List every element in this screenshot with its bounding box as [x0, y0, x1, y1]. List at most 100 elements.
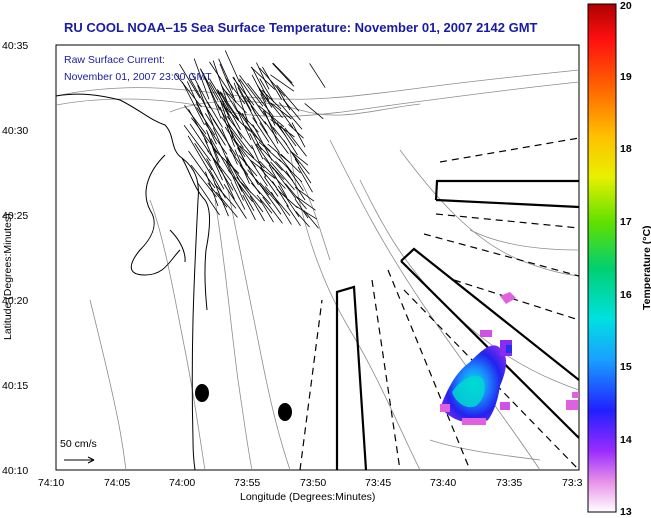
coastline — [56, 93, 211, 470]
current-vector — [294, 198, 309, 219]
current-vector — [204, 113, 226, 146]
current-vector — [209, 78, 229, 111]
figure-title: RU COOL NOAA–15 Sea Surface Temperature:… — [64, 20, 538, 35]
colorbar-label: Temperature (°C) — [641, 225, 651, 310]
current-vector — [224, 126, 246, 158]
current-vector — [259, 122, 280, 153]
colorbar-tick: 15 — [620, 361, 632, 373]
current-vector — [226, 115, 253, 150]
y-tick-label: 40:15 — [2, 380, 28, 392]
current-vector — [220, 169, 235, 200]
current-vector — [288, 123, 304, 139]
y-tick-label: 40:10 — [2, 465, 28, 477]
current-vector — [212, 127, 229, 164]
surface-current-vectors — [174, 50, 326, 229]
current-vector — [276, 122, 298, 156]
current-vector — [211, 174, 229, 217]
current-vector — [278, 102, 303, 130]
current-vector — [290, 151, 309, 166]
current-vector — [204, 75, 222, 119]
y-tick-label: 40:20 — [2, 295, 28, 307]
current-legend-line2: November 01, 2007 23:00 GMT — [64, 71, 212, 83]
current-vector — [304, 103, 324, 120]
current-vector — [250, 182, 271, 205]
current-vector — [294, 186, 315, 202]
current-vector — [256, 143, 283, 171]
current-vector — [195, 102, 217, 145]
x-tick-label: 73:40 — [430, 477, 456, 489]
current-vector — [242, 194, 256, 220]
current-vector — [262, 66, 282, 100]
current-vector — [290, 151, 310, 175]
current-vector — [222, 88, 247, 114]
y-tick-label: 40:30 — [2, 125, 28, 137]
current-vector — [256, 194, 273, 214]
current-vector — [230, 182, 246, 210]
current-vector — [220, 91, 240, 120]
x-axis: 74:10 74:05 74:00 73:55 73:50 73:45 73:4… — [38, 477, 583, 503]
current-vector — [228, 124, 255, 159]
current-vector — [252, 124, 273, 161]
x-tick-label: 73:55 — [234, 477, 260, 489]
current-vector — [197, 182, 220, 216]
current-vector — [285, 170, 306, 201]
current-vector — [189, 123, 210, 153]
current-vector — [270, 191, 292, 225]
current-vector — [221, 116, 244, 149]
current-vector — [205, 171, 219, 207]
current-vector — [251, 66, 270, 101]
x-tick-label: 73:45 — [365, 477, 391, 489]
current-vector — [262, 196, 283, 224]
current-vector — [234, 149, 250, 184]
current-vector — [234, 177, 255, 211]
current-vector — [222, 103, 243, 139]
colorbar-tick: 14 — [620, 434, 632, 446]
current-vector — [207, 150, 232, 182]
x-tick-label: 74:05 — [104, 477, 130, 489]
current-vector — [282, 99, 301, 121]
current-vector — [244, 125, 271, 152]
current-vector — [204, 122, 228, 155]
current-vector — [272, 62, 293, 84]
x-tick-label: 73:50 — [300, 477, 326, 489]
current-vector — [207, 101, 223, 128]
current-vector — [259, 67, 286, 97]
current-vector — [225, 77, 246, 105]
current-legend-line1: Raw Surface Current: — [64, 54, 165, 66]
current-vector — [295, 205, 318, 220]
current-vector — [252, 117, 270, 143]
current-vector — [272, 63, 295, 87]
current-vector — [249, 132, 264, 160]
current-vector — [226, 156, 241, 183]
current-vector — [233, 82, 249, 123]
current-vector — [260, 93, 276, 126]
current-vector — [270, 161, 295, 191]
current-vector — [258, 166, 277, 188]
current-vector — [239, 75, 264, 107]
current-vector — [188, 150, 216, 189]
current-vector — [309, 63, 326, 88]
current-vector — [277, 153, 292, 173]
radar-site-marker — [195, 384, 209, 402]
current-vector — [233, 76, 252, 112]
current-vector — [263, 110, 279, 144]
current-vector — [214, 183, 237, 209]
current-vector — [226, 158, 252, 194]
colorbar-tick: 20 — [620, 0, 632, 12]
current-vector — [219, 63, 237, 103]
vector-scale-label: 50 cm/s — [60, 438, 97, 450]
current-vector — [297, 166, 313, 193]
current-vector — [272, 181, 289, 207]
current-vector — [207, 182, 228, 208]
current-vector — [204, 138, 223, 181]
current-vector — [183, 125, 211, 162]
current-vector — [270, 74, 295, 92]
current-vector — [216, 191, 238, 218]
y-tick-label: 40:25 — [2, 210, 28, 222]
current-vector — [255, 179, 282, 215]
y-axis: 40:35 40:30 40:25 40:20 40:15 40:10 Lati… — [2, 40, 28, 477]
current-vector — [184, 105, 207, 135]
current-vector — [259, 160, 286, 189]
current-vector — [240, 182, 262, 204]
current-vector — [206, 158, 225, 190]
